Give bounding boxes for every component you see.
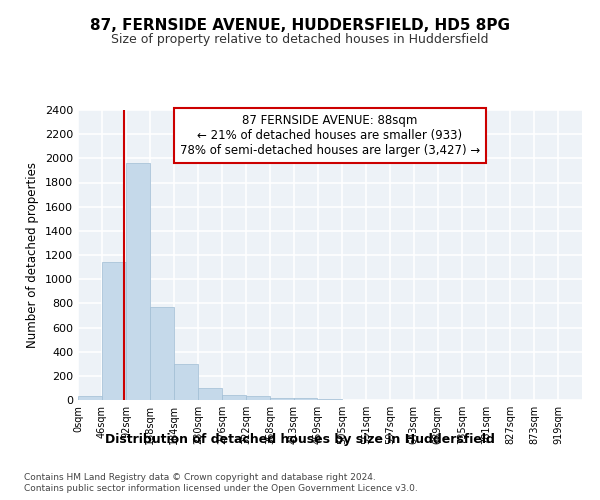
Bar: [78, 396, 102, 400]
Bar: [223, 395, 246, 400]
Text: 87, FERNSIDE AVENUE, HUDDERSFIELD, HD5 8PG: 87, FERNSIDE AVENUE, HUDDERSFIELD, HD5 8…: [90, 18, 510, 32]
Text: Size of property relative to detached houses in Huddersfield: Size of property relative to detached ho…: [111, 32, 489, 46]
Text: Contains public sector information licensed under the Open Government Licence v3: Contains public sector information licen…: [24, 484, 418, 493]
Y-axis label: Number of detached properties: Number of detached properties: [26, 162, 40, 348]
Text: Distribution of detached houses by size in Huddersfield: Distribution of detached houses by size …: [105, 432, 495, 446]
Bar: [151, 307, 174, 400]
Bar: [126, 163, 150, 400]
Bar: [294, 398, 317, 400]
Text: Contains HM Land Registry data © Crown copyright and database right 2024.: Contains HM Land Registry data © Crown c…: [24, 472, 376, 482]
Bar: [270, 398, 294, 400]
Bar: [199, 388, 222, 400]
Bar: [175, 364, 198, 400]
Bar: [247, 396, 270, 400]
Bar: [102, 262, 126, 400]
Text: 87 FERNSIDE AVENUE: 88sqm
← 21% of detached houses are smaller (933)
78% of semi: 87 FERNSIDE AVENUE: 88sqm ← 21% of detac…: [180, 114, 480, 158]
